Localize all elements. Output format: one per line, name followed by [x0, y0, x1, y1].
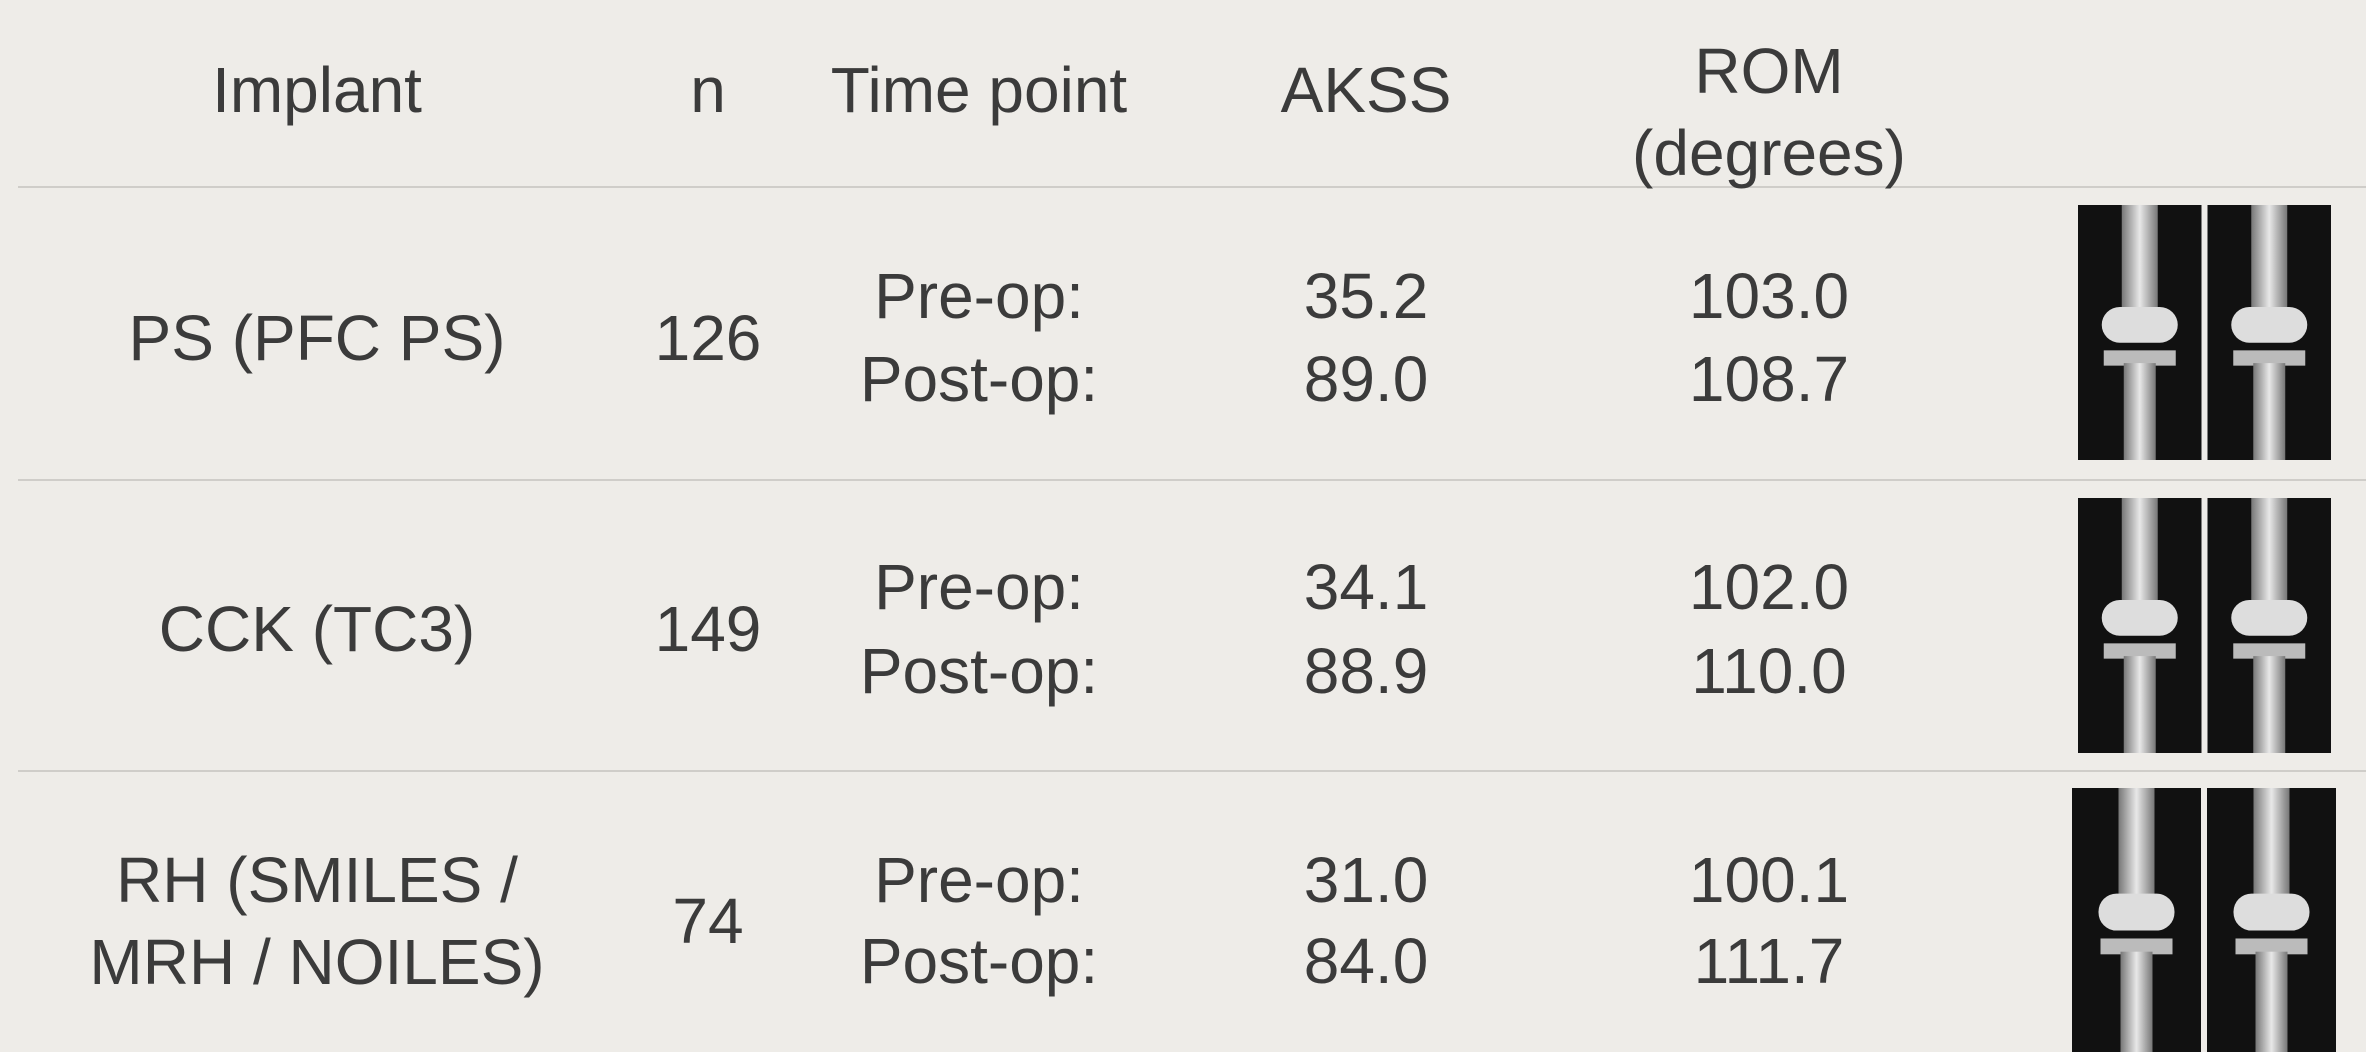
implant: PS (PFC PS) [129, 297, 506, 379]
rom: 110.0 [1691, 630, 1846, 712]
xray-part [2231, 307, 2307, 343]
xray-images [2072, 205, 2336, 1052]
time-point: Pre-op: [874, 839, 1084, 921]
n: 126 [655, 297, 762, 379]
xray-part [2122, 498, 2158, 605]
rom: 100.1 [1689, 839, 1849, 921]
slide: {"table": { "header": ["Implant", "n", "… [0, 0, 2366, 1052]
rom: 108.7 [1689, 338, 1849, 420]
implant: RH (SMILES / MRH / NOILES) [89, 839, 544, 1003]
akss: 84.0 [1304, 920, 1429, 1002]
xray-part [2122, 205, 2158, 312]
xray-part [2256, 952, 2288, 1052]
xray-part [2119, 788, 2155, 899]
row-dividers [18, 187, 2366, 771]
xray-part [2254, 788, 2290, 899]
xray-part [2231, 600, 2307, 636]
xray-part [2251, 498, 2287, 605]
time-point: Pre-op: [874, 546, 1084, 628]
xray-part [2234, 894, 2310, 931]
time-point: Pre-op: [874, 255, 1084, 337]
rom: 111.7 [1694, 920, 1845, 1002]
n: 149 [655, 588, 762, 670]
rom: 102.0 [1689, 546, 1849, 628]
xray-part [2253, 656, 2285, 753]
xray-part [2102, 307, 2178, 343]
time-point: Post-op: [860, 338, 1098, 420]
akss: 88.9 [1304, 630, 1429, 712]
header-cell: Implant [212, 49, 422, 131]
akss: 35.2 [1304, 255, 1429, 337]
akss: 31.0 [1304, 839, 1429, 921]
time-point: Post-op: [860, 630, 1098, 712]
xray-part [2102, 600, 2178, 636]
rom: 103.0 [1689, 255, 1849, 337]
header-cell: n [690, 49, 726, 131]
implant: CCK (TC3) [159, 588, 475, 670]
xray-part [2121, 952, 2153, 1052]
akss: 34.1 [1304, 546, 1429, 628]
header-cell: AKSS [1281, 49, 1452, 131]
n: 74 [672, 880, 743, 962]
xray-part [2124, 656, 2156, 753]
xray-part [2124, 363, 2156, 460]
xray-part [2253, 363, 2285, 460]
header-cell: ROM (degrees) [1632, 30, 1906, 194]
xray-part [2251, 205, 2287, 312]
xray-part [2099, 894, 2175, 931]
time-point: Post-op: [860, 920, 1098, 1002]
header-cell: Time point [831, 49, 1127, 131]
akss: 89.0 [1304, 338, 1429, 420]
